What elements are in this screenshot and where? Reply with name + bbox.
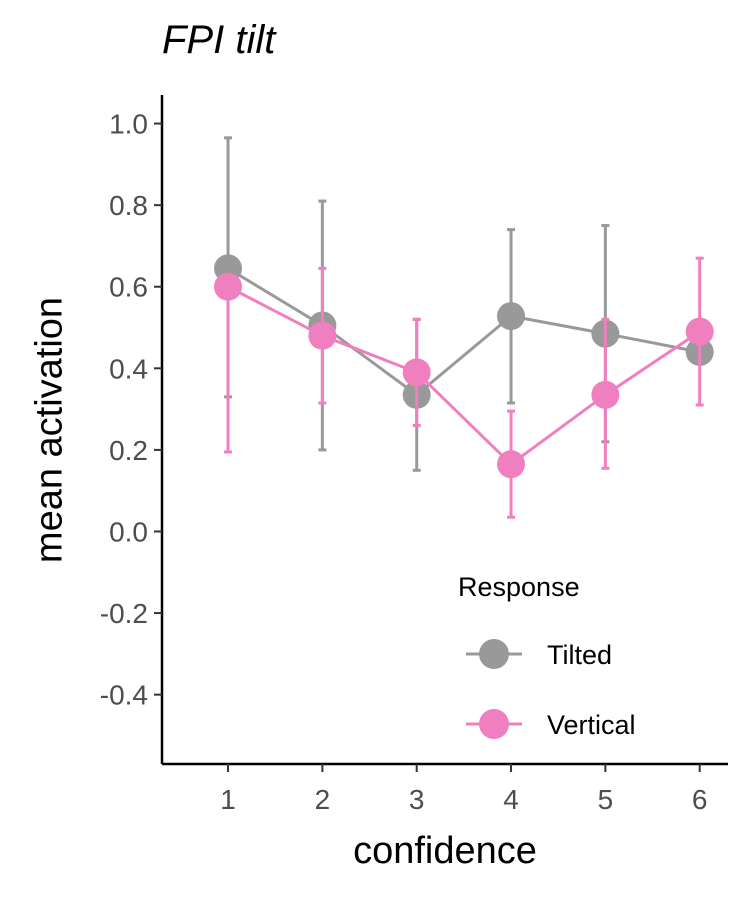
legend-title: Response	[458, 572, 580, 602]
y-tick-label: -0.4	[100, 680, 148, 711]
data-point	[497, 450, 526, 479]
x-tick-label: 5	[598, 784, 614, 815]
x-tick-label: 6	[692, 784, 708, 815]
data-point	[214, 272, 243, 301]
y-tick-label: 1.0	[109, 109, 148, 140]
series-line	[227, 267, 700, 397]
y-tick-label: 0.6	[109, 272, 148, 303]
series-line	[227, 285, 701, 467]
x-tick-label: 4	[503, 784, 519, 815]
data-point	[308, 321, 337, 350]
x-tick-label: 2	[315, 784, 331, 815]
data-point	[685, 317, 714, 346]
x-axis-label: confidence	[353, 830, 537, 872]
chart-title: FPI tilt	[162, 18, 276, 62]
legend-label: Tilted	[547, 640, 612, 670]
legend-key-point	[479, 709, 509, 739]
y-tick-label: 0.0	[109, 516, 148, 547]
legend-key-point	[479, 639, 509, 669]
legend-label: Vertical	[547, 710, 636, 740]
x-tick-label: 3	[409, 784, 425, 815]
data-point	[591, 380, 620, 409]
y-tick-label: 0.2	[109, 435, 148, 466]
x-tick-label: 1	[220, 784, 236, 815]
data-point	[402, 358, 431, 387]
y-tick-label: 0.8	[109, 190, 148, 221]
y-tick-label: 0.4	[109, 353, 148, 384]
data-point	[497, 302, 526, 331]
y-tick-label: -0.2	[100, 598, 148, 629]
